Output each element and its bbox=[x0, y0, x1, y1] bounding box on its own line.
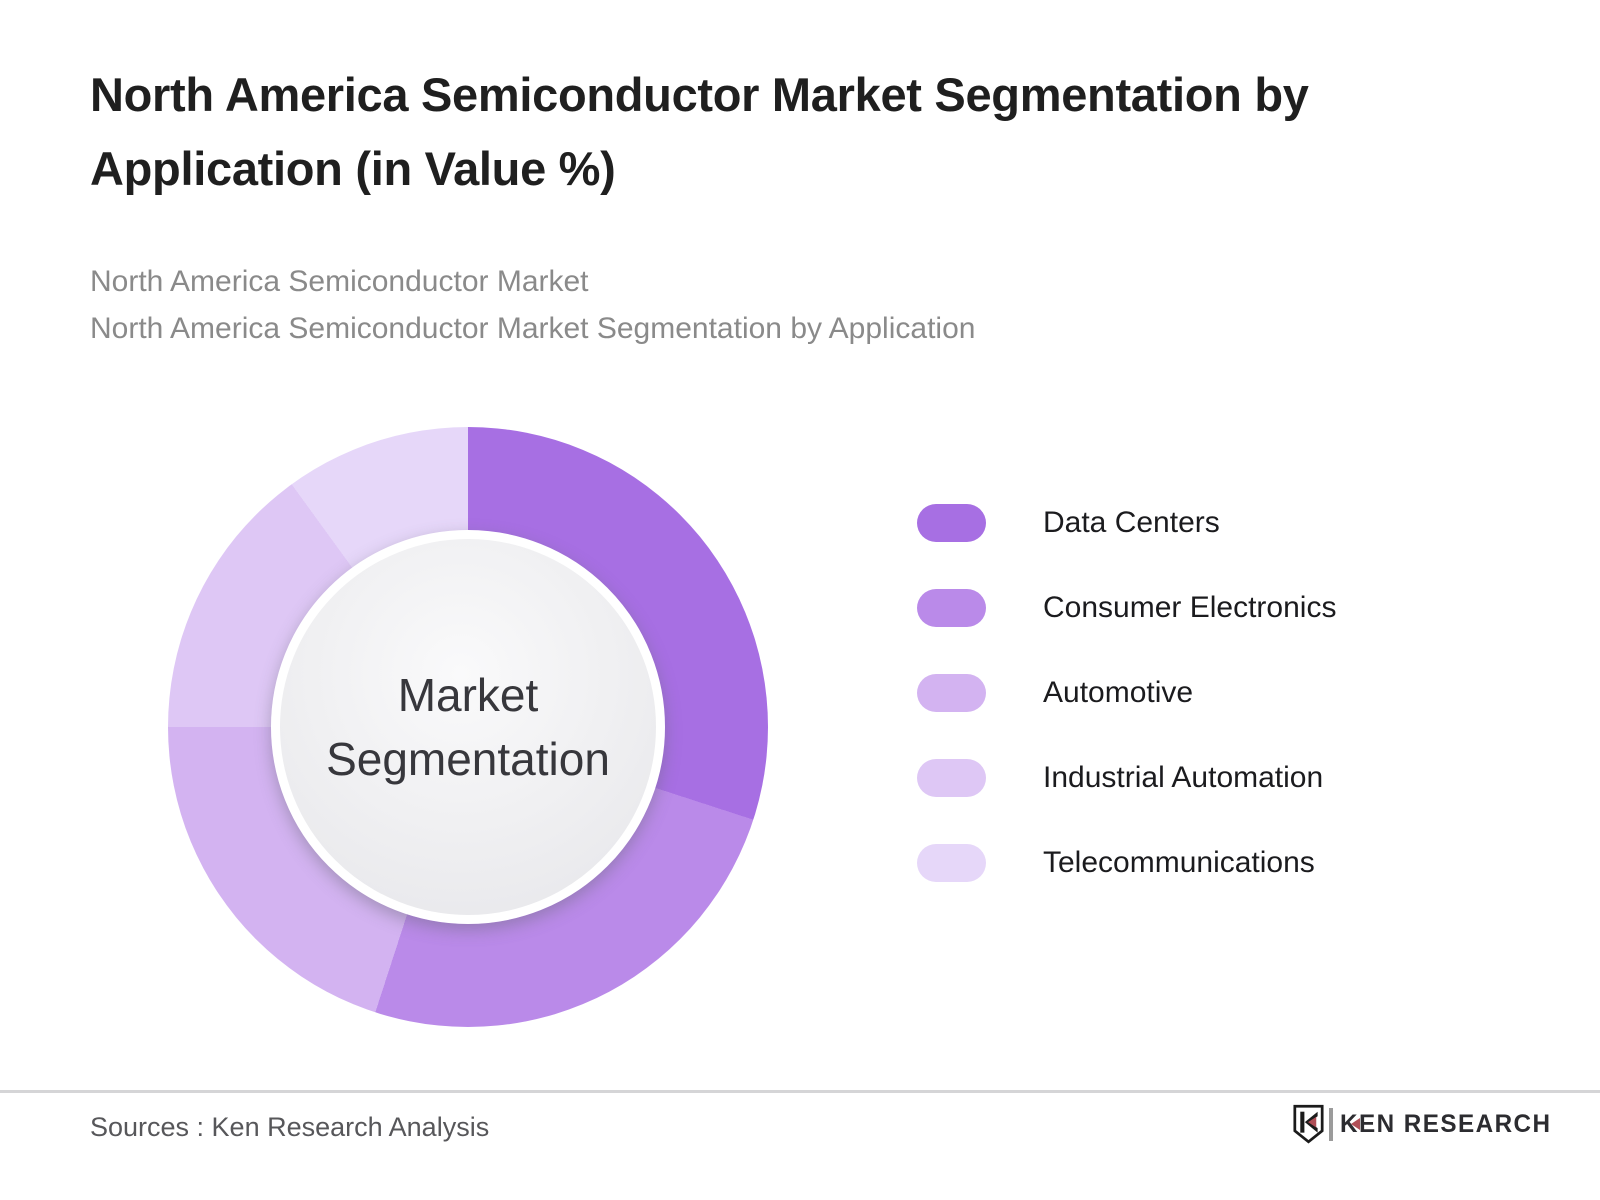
legend-label: Telecommunications bbox=[1043, 846, 1315, 879]
legend-item: Industrial Automation bbox=[917, 759, 1336, 797]
logo-k-triangle-icon bbox=[1351, 1118, 1360, 1130]
legend-label: Consumer Electronics bbox=[1043, 591, 1337, 624]
footer-divider bbox=[0, 1090, 1600, 1093]
donut-center: Market Segmentation bbox=[271, 530, 665, 924]
chart-legend: Data Centers Consumer Electronics Automoti… bbox=[917, 504, 1336, 929]
subtitle-line-1: North America Semiconductor Market bbox=[90, 265, 589, 298]
ken-research-logo: KEN RESEARCH bbox=[1293, 1103, 1558, 1145]
donut-center-label: Market Segmentation bbox=[326, 669, 610, 785]
legend-item: Consumer Electronics bbox=[917, 589, 1336, 627]
legend-swatch bbox=[917, 589, 986, 627]
ken-research-shield-icon bbox=[1293, 1104, 1324, 1144]
legend-item: Telecommunications bbox=[917, 844, 1336, 882]
page-title: North America Semiconductor Market Segme… bbox=[90, 68, 1309, 195]
legend-label: Industrial Automation bbox=[1043, 761, 1324, 794]
legend-swatch bbox=[917, 844, 986, 882]
logo-separator bbox=[1329, 1107, 1333, 1141]
sources-text: Sources : Ken Research Analysis bbox=[90, 1112, 490, 1142]
legend-swatch bbox=[917, 504, 986, 542]
legend-item: Automotive bbox=[917, 674, 1336, 712]
legend-item: Data Centers bbox=[917, 504, 1336, 542]
chart-subtitle: North America Semiconductor Market North… bbox=[90, 258, 1390, 352]
subtitle-line-2: North America Semiconductor Market Segme… bbox=[90, 312, 976, 345]
donut-chart: Market Segmentation bbox=[168, 427, 768, 1027]
legend-swatch bbox=[917, 674, 986, 712]
legend-label: Automotive bbox=[1043, 676, 1194, 709]
logo-wordmark: KEN RESEARCH bbox=[1340, 1109, 1552, 1138]
legend-swatch bbox=[917, 759, 986, 797]
legend-label: Data Centers bbox=[1043, 506, 1220, 539]
